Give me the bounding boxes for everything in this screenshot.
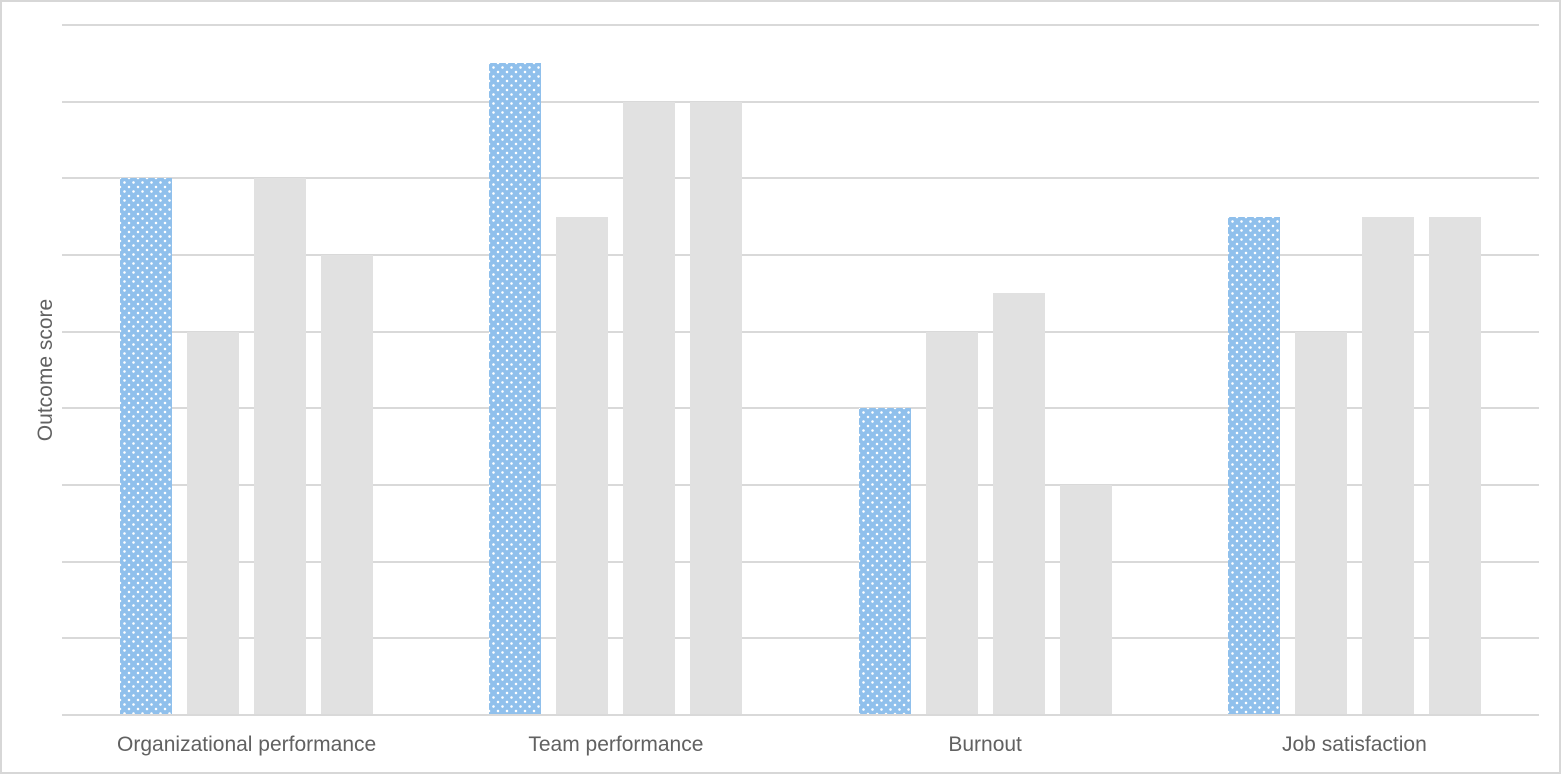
bar-job-satisfaction-series-1-highlighted[interactable]: [1227, 216, 1280, 715]
bar-burnout-series-4[interactable]: [1059, 485, 1112, 715]
y-gridline: [62, 24, 1539, 26]
bar-team-performance-series-1-highlighted[interactable]: [489, 63, 542, 715]
bar-job-satisfaction-series-2[interactable]: [1294, 331, 1347, 715]
y-gridline: [62, 484, 1539, 486]
x-axis-label-job-satisfaction: Job satisfaction: [1282, 733, 1427, 756]
y-gridline: [62, 100, 1539, 103]
x-axis-label-team-performance: Team performance: [528, 733, 704, 756]
bar-job-satisfaction-series-4[interactable]: [1428, 216, 1481, 715]
bar-burnout-series-3[interactable]: [992, 293, 1045, 715]
x-axis-baseline: [62, 714, 1539, 716]
y-gridline: [62, 560, 1539, 563]
x-axis-label-organizational-performance: Organizational performance: [117, 733, 377, 756]
bar-team-performance-series-4[interactable]: [690, 101, 743, 715]
bar-team-performance-series-2[interactable]: [556, 216, 609, 715]
bar-organizational-performance-series-4[interactable]: [321, 255, 374, 715]
y-gridline: [62, 254, 1539, 256]
bar-team-performance-series-3[interactable]: [623, 101, 676, 715]
bar-burnout-series-1-highlighted[interactable]: [858, 408, 911, 715]
y-gridline: [62, 637, 1539, 640]
bar-job-satisfaction-series-3[interactable]: [1361, 216, 1414, 715]
y-gridline: [62, 407, 1539, 410]
bar-organizational-performance-series-3[interactable]: [254, 178, 307, 715]
bar-organizational-performance-series-2[interactable]: [187, 331, 240, 715]
plot-area: [62, 24, 1539, 716]
bar-organizational-performance-series-1-highlighted[interactable]: [120, 178, 173, 715]
bar-burnout-series-2[interactable]: [925, 331, 978, 715]
y-gridline: [62, 330, 1539, 333]
y-gridline: [62, 177, 1539, 180]
y-axis-title: Outcome score: [34, 298, 57, 442]
x-axis-label-burnout: Burnout: [948, 733, 1022, 756]
